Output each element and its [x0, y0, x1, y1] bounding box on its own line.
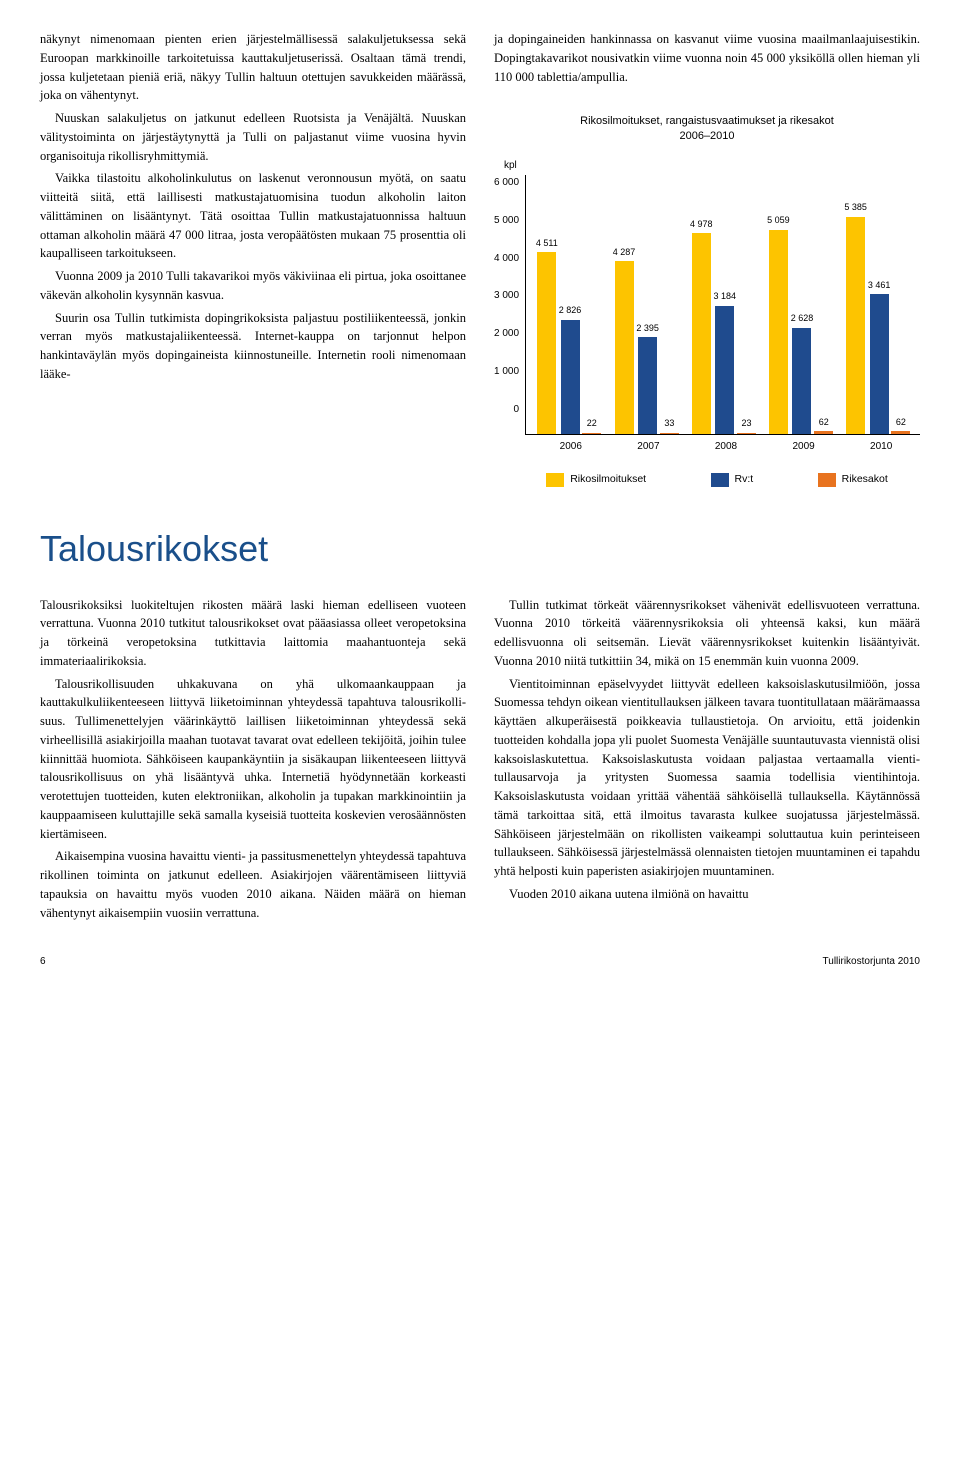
paragraph: ja dopingaineiden hankinnassa on kasvanu… [494, 30, 920, 86]
top-right-column: ja dopingaineiden hankinnassa on kasvanu… [494, 30, 920, 488]
bottom-two-columns: Talousrikoksiksi luokiteltujen rikosten … [40, 596, 920, 927]
bottom-left-column: Talousrikoksiksi luokiteltujen rikosten … [40, 596, 466, 927]
paragraph: Vuoden 2010 aikana uutena ilmiönä on hav… [494, 885, 920, 904]
paragraph: Vientitoiminnan epäselvyydet liittyvät e… [494, 675, 920, 881]
paragraph: Talousrikollisuuden uhkakuvana on yhä ul… [40, 675, 466, 844]
chart-title: Rikosilmoitukset, rangaistusvaatimukset … [494, 114, 920, 144]
y-axis: 6 0005 0004 0003 0002 0001 0000 [494, 175, 525, 435]
chart-legend: RikosilmoituksetRv:tRikesakot [494, 472, 920, 488]
plot-area: 4 5112 826224 2872 395334 9783 184235 05… [525, 175, 920, 435]
page-number: 6 [40, 956, 46, 967]
bottom-right-column: Tullin tutkimat törkeät väärennysrikokse… [494, 596, 920, 927]
chart-body: 6 0005 0004 0003 0002 0001 0000 4 5112 8… [494, 175, 920, 435]
paragraph: Vaikka tilastoitu alkoholinkulutus on la… [40, 169, 466, 263]
top-left-column: näkynyt nimenomaan pienten erien järjest… [40, 30, 466, 488]
paragraph: Suurin osa Tullin tutkimista dopingrikok… [40, 309, 466, 384]
paragraph: Nuuskan salakuljetus on jatkunut edellee… [40, 109, 466, 165]
section-heading: Talousrikokset [40, 528, 920, 570]
bar-chart: Rikosilmoitukset, rangaistusvaatimukset … [494, 114, 920, 487]
y-axis-unit: kpl [494, 158, 920, 173]
footer-title: Tullirikostorjunta 2010 [823, 956, 920, 967]
paragraph: Tullin tutkimat törkeät väärennysrikokse… [494, 596, 920, 671]
paragraph: Vuonna 2009 ja 2010 Tulli takavarikoi my… [40, 267, 466, 305]
top-two-columns: näkynyt nimenomaan pienten erien järjest… [40, 30, 920, 488]
paragraph: Aikaisempina vuosina havaittu vienti- ja… [40, 847, 466, 922]
paragraph: näkynyt nimenomaan pienten erien järjest… [40, 30, 466, 105]
page: näkynyt nimenomaan pienten erien järjest… [40, 30, 920, 967]
page-footer: 6 Tullirikostorjunta 2010 [40, 956, 920, 967]
paragraph: Talousrikoksiksi luokiteltujen rikosten … [40, 596, 466, 671]
x-axis-labels: 20062007200820092010 [494, 439, 920, 454]
